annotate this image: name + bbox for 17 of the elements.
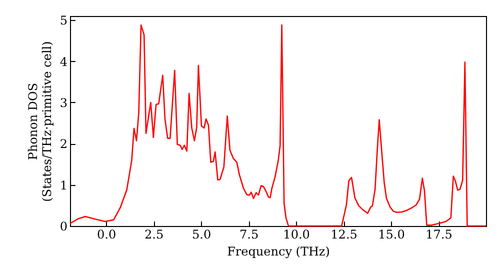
- y-tick-label: 1: [60, 178, 68, 192]
- x-tick-label: 12.5: [330, 228, 358, 242]
- y-tick-label: 3: [60, 96, 68, 110]
- x-tick-label: 2.5: [144, 228, 164, 242]
- x-axis-title: Frequency (THz): [227, 244, 330, 258]
- x-tick-label: 5.0: [192, 228, 212, 242]
- line-series: [69, 24, 487, 227]
- y-tick-label: 0: [60, 220, 68, 234]
- y-tick-label: 5: [60, 14, 68, 28]
- x-tick-label: 17.5: [426, 228, 452, 242]
- x-tick-label: 15.0: [378, 228, 405, 242]
- x-tick-label: 7.5: [240, 228, 259, 242]
- y-tick-label: 4: [60, 54, 68, 69]
- x-tick-label: 0.0: [97, 228, 116, 242]
- x-tick-label: 10.0: [283, 228, 310, 242]
- y-tick-label: 2: [60, 137, 68, 152]
- y-axis-title: Phonon DOS (States/THz·primitive cell): [26, 41, 54, 202]
